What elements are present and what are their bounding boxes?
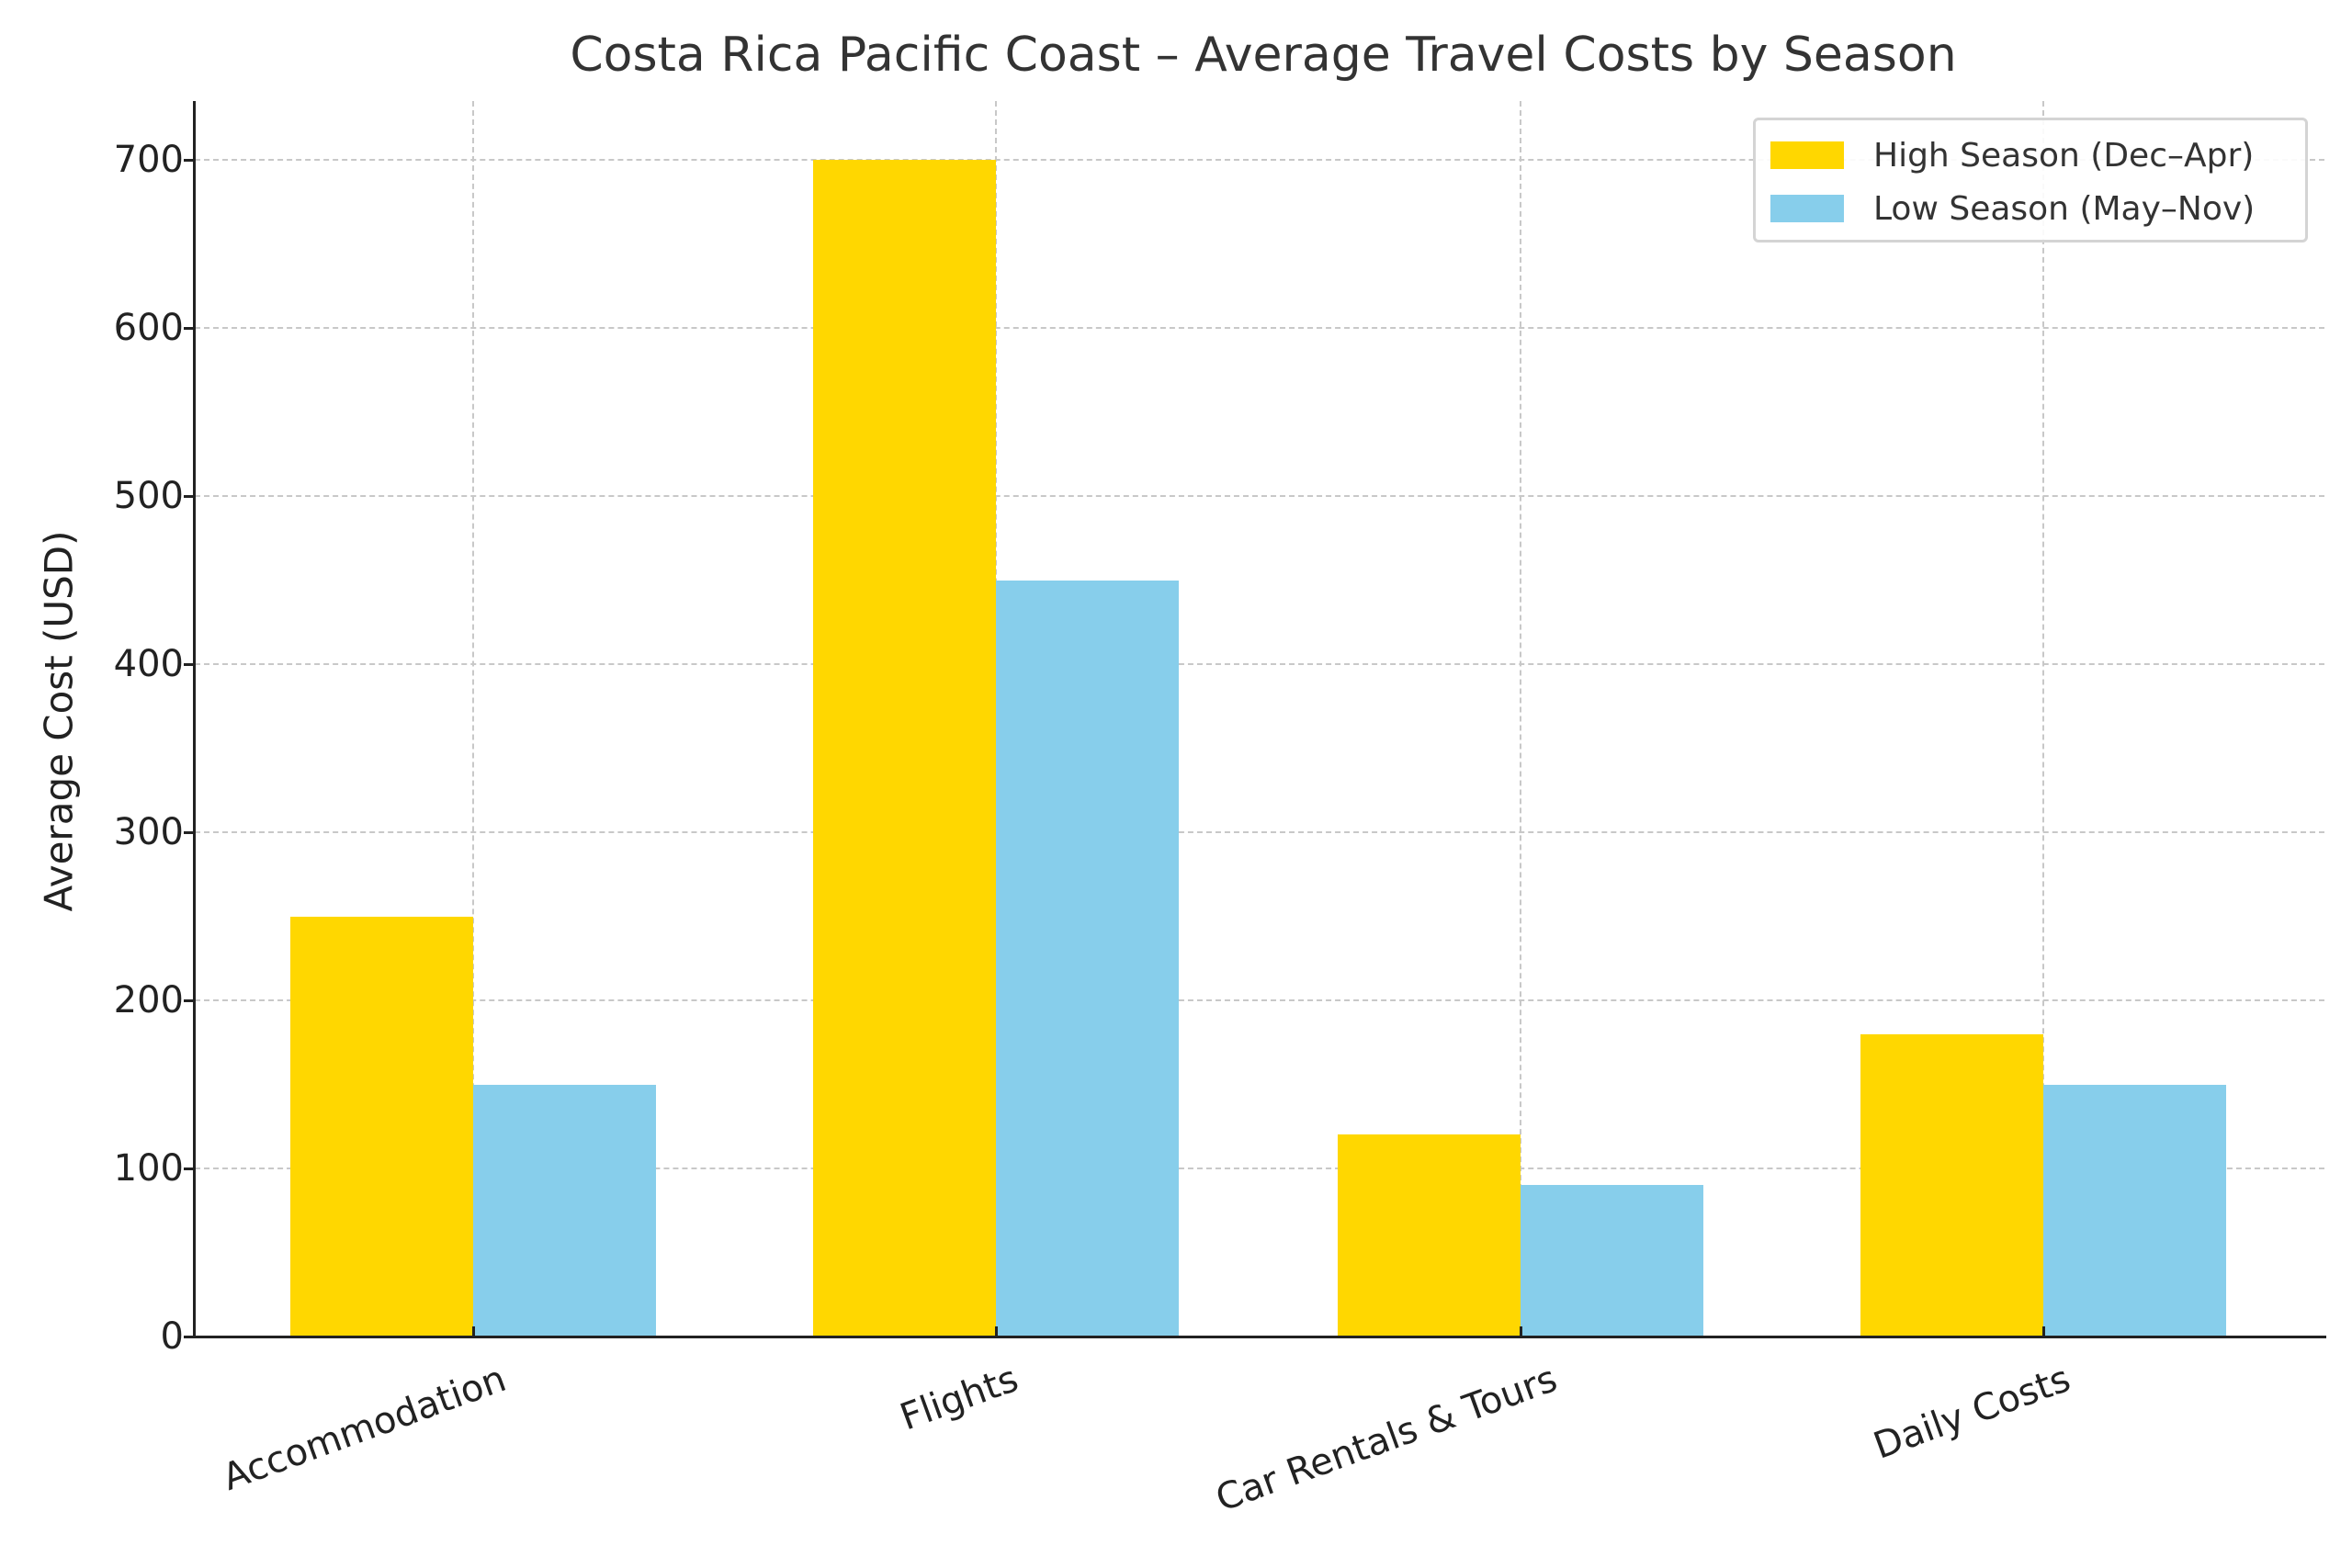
x-tick-mark: [1520, 1326, 1522, 1336]
y-axis-title: Average Cost (USD): [36, 530, 82, 912]
h-gridline: [195, 999, 2324, 1001]
y-tick-label: 300: [113, 811, 184, 853]
y-axis-line: [193, 101, 196, 1338]
y-tick-mark: [184, 999, 193, 1002]
legend-swatch-low: [1770, 195, 1844, 222]
h-gridline: [195, 327, 2324, 329]
bar-low-season-flights: [996, 580, 1179, 1337]
x-tick-label: Flights: [894, 1358, 1023, 1439]
v-gridline: [1520, 101, 1521, 1337]
h-gridline: [195, 1168, 2324, 1169]
y-tick-mark: [184, 1336, 193, 1338]
x-tick-mark: [2042, 1326, 2045, 1336]
legend-label-high: High Season (Dec–Apr): [1873, 136, 2255, 175]
legend-item-high-season: High Season (Dec–Apr): [1770, 136, 2255, 175]
h-gridline: [195, 663, 2324, 665]
bar-high-season-flights: [813, 160, 996, 1337]
y-tick-mark: [184, 1168, 193, 1170]
bar-low-season-daily-costs: [2043, 1084, 2226, 1337]
bar-low-season-car-rentals-tours: [1521, 1185, 1703, 1337]
h-gridline: [195, 495, 2324, 497]
chart-title: Costa Rica Pacific Coast – Average Trave…: [570, 28, 1957, 83]
x-tick-label: Accommodation: [217, 1358, 512, 1500]
h-gridline: [195, 831, 2324, 833]
x-tick-label: Daily Costs: [1868, 1358, 2076, 1468]
legend-swatch-high: [1770, 141, 1844, 169]
y-tick-mark: [184, 159, 193, 162]
bar-low-season-accommodation: [473, 1084, 656, 1337]
x-tick-mark: [472, 1326, 475, 1336]
y-tick-label: 700: [113, 139, 184, 181]
y-tick-mark: [184, 831, 193, 834]
x-tick-label: Car Rentals & Tours: [1210, 1358, 1563, 1520]
y-tick-label: 100: [113, 1147, 184, 1190]
v-gridline: [472, 101, 474, 1337]
bar-high-season-accommodation: [290, 916, 473, 1337]
y-tick-label: 400: [113, 643, 184, 685]
legend-label-low: Low Season (May–Nov): [1873, 189, 2256, 228]
legend: High Season (Dec–Apr) Low Season (May–No…: [1753, 118, 2308, 243]
bar-high-season-car-rentals-tours: [1338, 1134, 1521, 1337]
x-axis-line: [193, 1336, 2326, 1338]
x-tick-mark: [995, 1326, 998, 1336]
y-tick-label: 600: [113, 307, 184, 349]
h-gridline: [195, 159, 2324, 161]
y-tick-label: 500: [113, 475, 184, 517]
y-tick-label: 200: [113, 979, 184, 1021]
y-tick-mark: [184, 663, 193, 666]
y-tick-label: 0: [160, 1315, 184, 1358]
y-tick-mark: [184, 495, 193, 498]
y-tick-mark: [184, 327, 193, 330]
bar-high-season-daily-costs: [1860, 1033, 2043, 1337]
legend-item-low-season: Low Season (May–Nov): [1770, 189, 2256, 228]
v-gridline: [2042, 101, 2044, 1337]
